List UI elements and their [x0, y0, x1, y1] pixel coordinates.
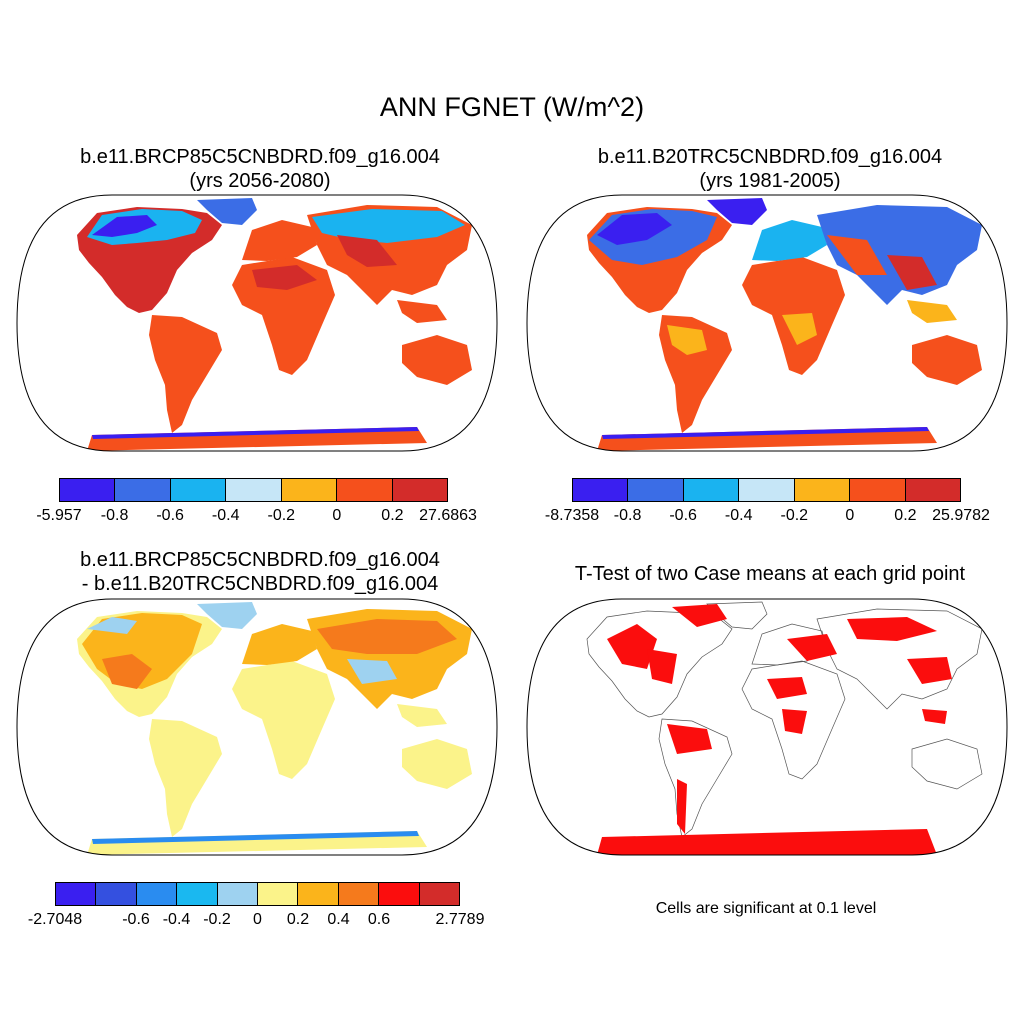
bottom-left-panel-title: b.e11.BRCP85C5CNBDRD.f09_g16.004 - b.e11…: [30, 548, 490, 596]
colorbar-top-right-swatch: [739, 479, 795, 501]
colorbar-tick-label: -5.957: [36, 507, 82, 524]
colorbar-bottom-left-swatch: [136, 883, 178, 905]
top-left-panel-title: b.e11.BRCP85C5CNBDRD.f09_g16.004 (yrs 20…: [30, 145, 490, 193]
bottom-left-title-line1: b.e11.BRCP85C5CNBDRD.f09_g16.004: [80, 549, 440, 571]
colorbar-top-left: [59, 478, 448, 502]
top-right-title-line2: (yrs 1981-2005): [699, 170, 841, 192]
colorbar-top-right: [572, 478, 961, 502]
significance-note: Cells are significant at 0.1 level: [655, 900, 877, 917]
colorbar-bottom-left-swatch: [56, 883, 97, 905]
colorbar-bottom-left-swatch: [258, 883, 299, 905]
colorbar-tick-label: -8.7358: [544, 507, 600, 524]
colorbar-bottom-left-swatch: [298, 883, 339, 905]
colorbar-tick-label: 25.9782: [932, 507, 990, 524]
colorbar-tick-label: -0.2: [780, 507, 809, 524]
colorbar-tick-label: -0.6: [669, 507, 697, 524]
colorbar-top-left-swatch: [115, 479, 171, 501]
colorbar-tick-label: 2.7789: [435, 911, 485, 928]
top-right-panel-title: b.e11.B20TRC5CNBDRD.f09_g16.004 (yrs 198…: [540, 145, 1000, 193]
colorbar-bottom-left-swatch: [177, 883, 218, 905]
colorbar-bottom-left-swatch: [338, 883, 380, 905]
map-bottom-right: [526, 598, 1008, 856]
colorbar-top-left-swatch: [392, 479, 447, 501]
colorbar-bottom-left: [55, 882, 460, 906]
colorbar-tick-label: -0.2: [203, 911, 231, 928]
colorbar-bottom-left-swatch: [379, 883, 420, 905]
colorbar-tick-label: 0.6: [367, 911, 391, 928]
map-top-right: [526, 194, 1008, 452]
colorbar-tick-label: -2.7048: [27, 911, 83, 928]
bottom-left-title-line2: - b.e11.B20TRC5CNBDRD.f09_g16.004: [81, 573, 439, 595]
colorbar-top-left-swatch: [226, 479, 282, 501]
colorbar-top-right-swatch: [573, 479, 629, 501]
colorbar-bottom-left-labels: -2.7048 -0.6 -0.4 -0.2 0 0.2 0.4 0.6 2.7789: [28, 911, 485, 933]
colorbar-top-left-swatch: [281, 479, 338, 501]
colorbar-top-right-swatch: [683, 479, 740, 501]
colorbar-tick-label: -0.4: [724, 507, 753, 524]
colorbar-bottom-left-swatch: [96, 883, 137, 905]
colorbar-top-right-labels: -8.7358 -0.8 -0.6 -0.4 -0.2 0 0.2 25.9782: [545, 507, 990, 529]
colorbar-top-left-labels: -5.957 -0.8 -0.6 -0.4 -0.2 0 0.2 27.6863: [36, 507, 477, 529]
colorbar-tick-label: -0.6: [156, 507, 184, 524]
colorbar-tick-label: -0.6: [122, 911, 150, 928]
colorbar-top-right-swatch: [850, 479, 906, 501]
colorbar-tick-label: -0.2: [267, 507, 296, 524]
colorbar-tick-label: 0.2: [286, 911, 310, 928]
colorbar-tick-label: 0.2: [894, 507, 917, 524]
colorbar-tick-label: -0.4: [162, 911, 191, 928]
colorbar-tick-label: 0.4: [327, 911, 350, 928]
map-top-left: [16, 194, 498, 452]
colorbar-tick-label: -0.4: [211, 507, 240, 524]
colorbar-tick-label: 0.2: [381, 507, 404, 524]
colorbar-top-left-swatch: [170, 479, 227, 501]
colorbar-tick-label: -0.8: [613, 507, 642, 524]
colorbar-tick-label: 27.6863: [419, 507, 477, 524]
colorbar-top-right-swatch: [905, 479, 960, 501]
top-right-title-line1: b.e11.B20TRC5CNBDRD.f09_g16.004: [597, 146, 943, 168]
top-left-title-line2: (yrs 2056-2080): [189, 170, 331, 192]
colorbar-top-right-swatch: [628, 479, 684, 501]
bottom-right-panel-title: T-Test of two Case means at each grid po…: [574, 563, 966, 585]
colorbar-top-left-swatch: [337, 479, 393, 501]
colorbar-tick-label: 0: [332, 507, 342, 524]
colorbar-bottom-left-swatch: [217, 883, 259, 905]
colorbar-top-right-swatch: [794, 479, 851, 501]
main-title: ANN FGNET (W/m^2): [379, 92, 645, 122]
top-left-title-line1: b.e11.BRCP85C5CNBDRD.f09_g16.004: [80, 146, 440, 168]
map-bottom-left: [16, 598, 498, 856]
colorbar-bottom-left-swatch: [419, 883, 460, 905]
colorbar-tick-label: 0: [845, 507, 855, 524]
colorbar-tick-label: 0: [253, 911, 262, 928]
colorbar-tick-label: -0.8: [100, 507, 129, 524]
colorbar-top-left-swatch: [60, 479, 116, 501]
